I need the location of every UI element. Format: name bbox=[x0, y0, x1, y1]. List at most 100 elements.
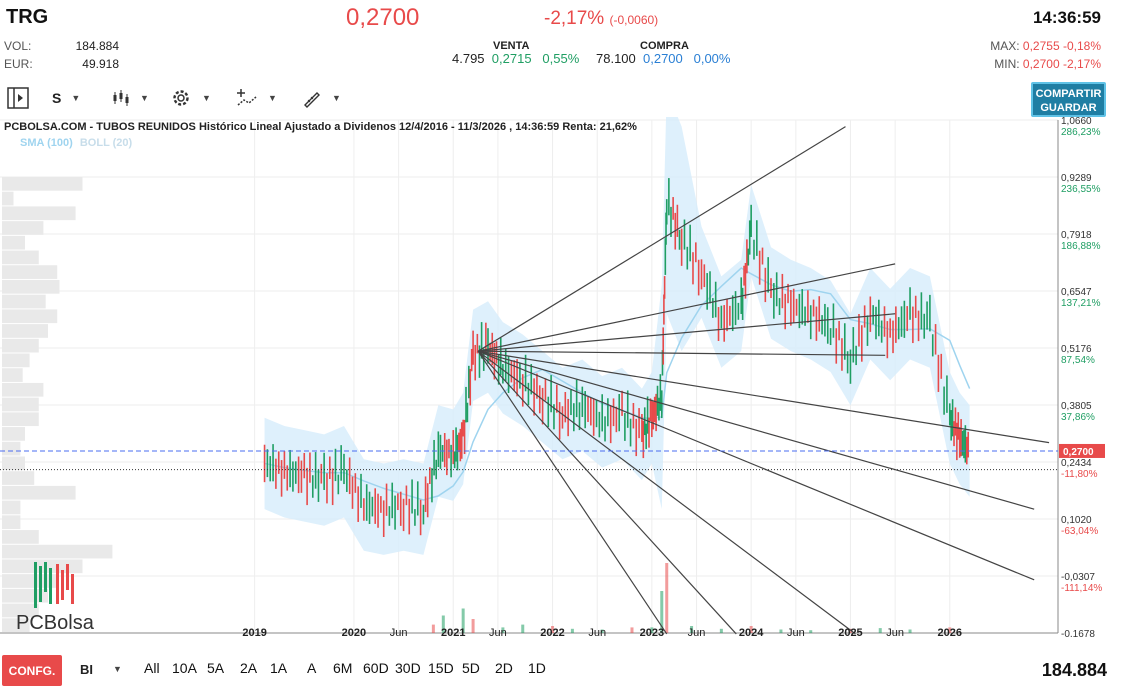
volume-profile-bar bbox=[2, 471, 35, 485]
volume-profile-bar bbox=[2, 309, 58, 324]
chevron-down-icon: ▼ bbox=[268, 93, 277, 103]
volume-bar bbox=[501, 627, 505, 633]
fan-line bbox=[477, 350, 1050, 444]
min-price: 0,2700 bbox=[1022, 57, 1060, 71]
volume-bar bbox=[779, 629, 783, 633]
euro-volume-stat: EUR: 49.918 bbox=[4, 57, 119, 71]
range-6m[interactable]: 6M bbox=[333, 660, 353, 676]
settings-button[interactable]: ▼ bbox=[170, 86, 211, 110]
volume-value: 184.884 bbox=[75, 39, 119, 53]
volume-profile-bar bbox=[2, 515, 21, 530]
sell-price: 0,2715 bbox=[491, 51, 532, 66]
volume-profile-bar bbox=[2, 279, 60, 294]
y-tick-price: 0,3805 bbox=[1061, 401, 1092, 412]
share-label: COMPARTIR bbox=[1035, 88, 1102, 100]
volume-profile-bar bbox=[2, 353, 30, 368]
brand-wordmark: PCBolsa bbox=[16, 612, 94, 634]
range-5a[interactable]: 5A bbox=[207, 660, 225, 676]
range-1d[interactable]: 1D bbox=[528, 660, 546, 676]
bi-selector[interactable]: BI bbox=[80, 662, 93, 677]
series-type-label: S bbox=[52, 90, 62, 106]
range-30d[interactable]: 30D bbox=[395, 660, 421, 676]
x-tick-label: 2021 bbox=[441, 627, 465, 637]
range-15d[interactable]: 15D bbox=[428, 660, 454, 676]
y-tick-percent: -63,04% bbox=[1061, 526, 1098, 537]
volume-profile bbox=[2, 177, 113, 632]
range-10a[interactable]: 10A bbox=[172, 660, 197, 676]
volume-bar bbox=[471, 619, 475, 633]
volume-profile-bar bbox=[2, 382, 44, 397]
volume-bar bbox=[690, 626, 694, 633]
volume-profile-bar bbox=[2, 603, 39, 618]
range-all[interactable]: All bbox=[144, 660, 160, 676]
sell-title: VENTA bbox=[493, 40, 530, 52]
y-tick-percent: -11,80% bbox=[1061, 469, 1098, 480]
fan-line bbox=[478, 313, 896, 352]
chevron-down-icon[interactable]: ▼ bbox=[113, 664, 122, 674]
max-percent: -0,18% bbox=[1062, 39, 1101, 53]
last-price: 0,2700 bbox=[346, 4, 420, 31]
chart-toolbar: S ▼ ▼ ▼ ▼ ▼ bbox=[0, 84, 380, 112]
fan-line bbox=[477, 350, 1035, 581]
chart-title: PCBOLSA.COM - TUBOS REUNIDOS Histórico L… bbox=[4, 121, 637, 133]
range-2d[interactable]: 2D bbox=[495, 660, 513, 676]
min-stat: MIN: 0,2700 -2,17% bbox=[994, 57, 1101, 71]
buy-percent: 0,00% bbox=[693, 51, 731, 66]
buy-quantity: 78.100 bbox=[596, 51, 636, 66]
x-tick-label: 2022 bbox=[540, 627, 564, 637]
x-tick-label: 2023 bbox=[640, 627, 664, 637]
current-price-line bbox=[0, 450, 1058, 471]
fan-lines bbox=[477, 126, 1050, 635]
volume-profile-bar bbox=[2, 485, 76, 500]
sell-panel: VENTA 4.795 0,2715 0,55% bbox=[440, 40, 590, 70]
euro-value: 49.918 bbox=[82, 57, 119, 71]
range-5d[interactable]: 5D bbox=[462, 660, 480, 676]
volume-bar bbox=[749, 626, 753, 633]
chevron-down-icon: ▼ bbox=[140, 93, 149, 103]
price-change: -2,17% (-0,0060) bbox=[544, 8, 658, 30]
volume-bar bbox=[441, 615, 445, 633]
share-save-button[interactable]: COMPARTIR GUARDAR bbox=[1031, 82, 1106, 117]
volume-profile-bar bbox=[2, 338, 39, 353]
drawing-tools-button[interactable]: ▼ bbox=[236, 86, 277, 110]
logo-mark bbox=[34, 562, 74, 608]
panel-toggle-button[interactable] bbox=[6, 86, 30, 110]
range-1a[interactable]: 1A bbox=[270, 660, 288, 676]
volume-profile-bar bbox=[2, 294, 46, 309]
volume-profile-bar bbox=[2, 427, 25, 441]
fan-line bbox=[477, 126, 846, 352]
range-60d[interactable]: 60D bbox=[363, 660, 389, 676]
y-tick-price: 0,7918 bbox=[1061, 230, 1092, 241]
config-button[interactable]: CONFG. bbox=[2, 655, 62, 686]
volume-bar bbox=[551, 626, 555, 633]
range-2a[interactable]: 2A bbox=[240, 660, 258, 676]
volume-bar bbox=[431, 624, 435, 633]
x-tick-label: Jun bbox=[489, 627, 507, 637]
volume-bar bbox=[521, 624, 525, 633]
x-axis: 2019 2020 Jun 2021 Jun 2022 Jun 2023 Jun 2024 Jun 2… bbox=[242, 627, 962, 637]
range-a[interactable]: A bbox=[307, 660, 317, 676]
volume-profile-bar bbox=[2, 324, 48, 338]
indicator-legend[interactable]: SMA (100) BOLL (20) bbox=[20, 137, 132, 149]
annotation-tools-button[interactable]: ▼ bbox=[302, 86, 341, 110]
x-tick-label: Jun bbox=[390, 627, 408, 637]
current-price-label: 0,2700 bbox=[1063, 447, 1094, 458]
panel-toggle-icon bbox=[7, 87, 29, 109]
y-tick-price: -0,0307 bbox=[1061, 572, 1095, 583]
y-tick-percent: 186,88% bbox=[1061, 241, 1101, 252]
sma-legend[interactable]: SMA (100) bbox=[20, 137, 73, 149]
y-tick-percent: 37,86% bbox=[1061, 412, 1095, 423]
series-type-button[interactable]: S ▼ bbox=[52, 86, 80, 110]
chevron-down-icon: ▼ bbox=[202, 93, 211, 103]
x-tick-label: 2020 bbox=[342, 627, 366, 637]
min-percent: -2,17% bbox=[1062, 57, 1101, 71]
boll-legend[interactable]: BOLL (20) bbox=[79, 137, 133, 149]
volume-bar bbox=[461, 608, 465, 633]
buy-panel: COMPRA 78.100 0,2700 0,00% bbox=[596, 40, 741, 70]
chevron-down-icon: ▼ bbox=[332, 93, 341, 103]
volume-bar bbox=[809, 630, 813, 633]
euro-label: EUR: bbox=[4, 57, 33, 71]
candle-type-button[interactable]: ▼ bbox=[112, 86, 149, 110]
